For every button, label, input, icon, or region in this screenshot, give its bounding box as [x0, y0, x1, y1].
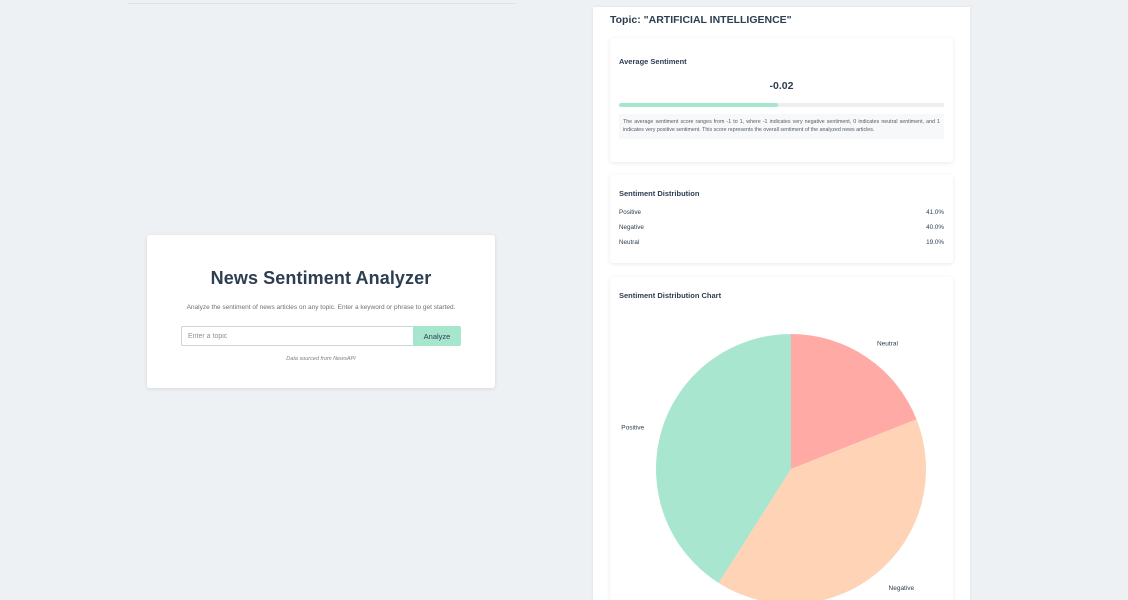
distribution-row-negative: Negative 40.0% [619, 224, 944, 231]
distribution-row-neutral: Neutral 19.0% [619, 239, 944, 246]
results-panel[interactable]: Topic: "ARTIFICIAL INTELLIGENCE" Average… [593, 7, 970, 600]
distribution-label: Negative [619, 224, 644, 231]
pie-label-neutral: Neutral [877, 340, 899, 347]
average-sentiment-note: The average sentiment score ranges from … [619, 114, 944, 139]
distribution-label: Neutral [619, 239, 640, 246]
source-note: Data sourced from NewsAPI [286, 356, 356, 362]
distribution-row-positive: Positive 41.0% [619, 209, 944, 216]
sentiment-bar-fill [619, 103, 779, 107]
app-subtitle: Analyze the sentiment of news articles o… [186, 304, 456, 311]
sentiment-bar-track [619, 103, 944, 107]
chart-title: Sentiment Distribution Chart [619, 291, 722, 300]
distribution-title: Sentiment Distribution [619, 189, 700, 198]
sentiment-chart-card: Sentiment Distribution Chart Neutral Nega… [610, 277, 953, 600]
distribution-value: 40.0% [926, 224, 944, 231]
pie-slice-neutral[interactable] [791, 334, 917, 469]
distribution-value: 41.0% [926, 209, 944, 216]
average-sentiment-value: -0.02 [769, 80, 794, 92]
top-divider [128, 3, 516, 4]
pie-slice-positive[interactable] [655, 334, 791, 583]
app-title: News Sentiment Analyzer [210, 268, 432, 288]
average-sentiment-card: Average Sentiment -0.02 The average sent… [610, 38, 953, 162]
distribution-value: 19.0% [926, 239, 944, 246]
pie-slice-negative[interactable] [718, 419, 926, 600]
average-sentiment-title: Average Sentiment [619, 57, 687, 66]
search-row: Analyze [147, 326, 495, 346]
pie-label-positive: Positive [621, 424, 644, 431]
pie-label-negative: Negative [889, 585, 915, 592]
analyze-button[interactable]: Analyze [413, 326, 461, 346]
sentiment-pie-chart: Neutral Negative Positive [621, 334, 926, 600]
sentiment-distribution-card: Sentiment Distribution Positive 41.0% Ne… [610, 175, 953, 263]
topic-input[interactable] [181, 326, 413, 346]
distribution-label: Positive [619, 209, 642, 216]
search-card: News Sentiment Analyzer Analyze the sent… [147, 235, 495, 388]
topic-heading: Topic: "ARTIFICIAL INTELLIGENCE" [610, 14, 792, 26]
